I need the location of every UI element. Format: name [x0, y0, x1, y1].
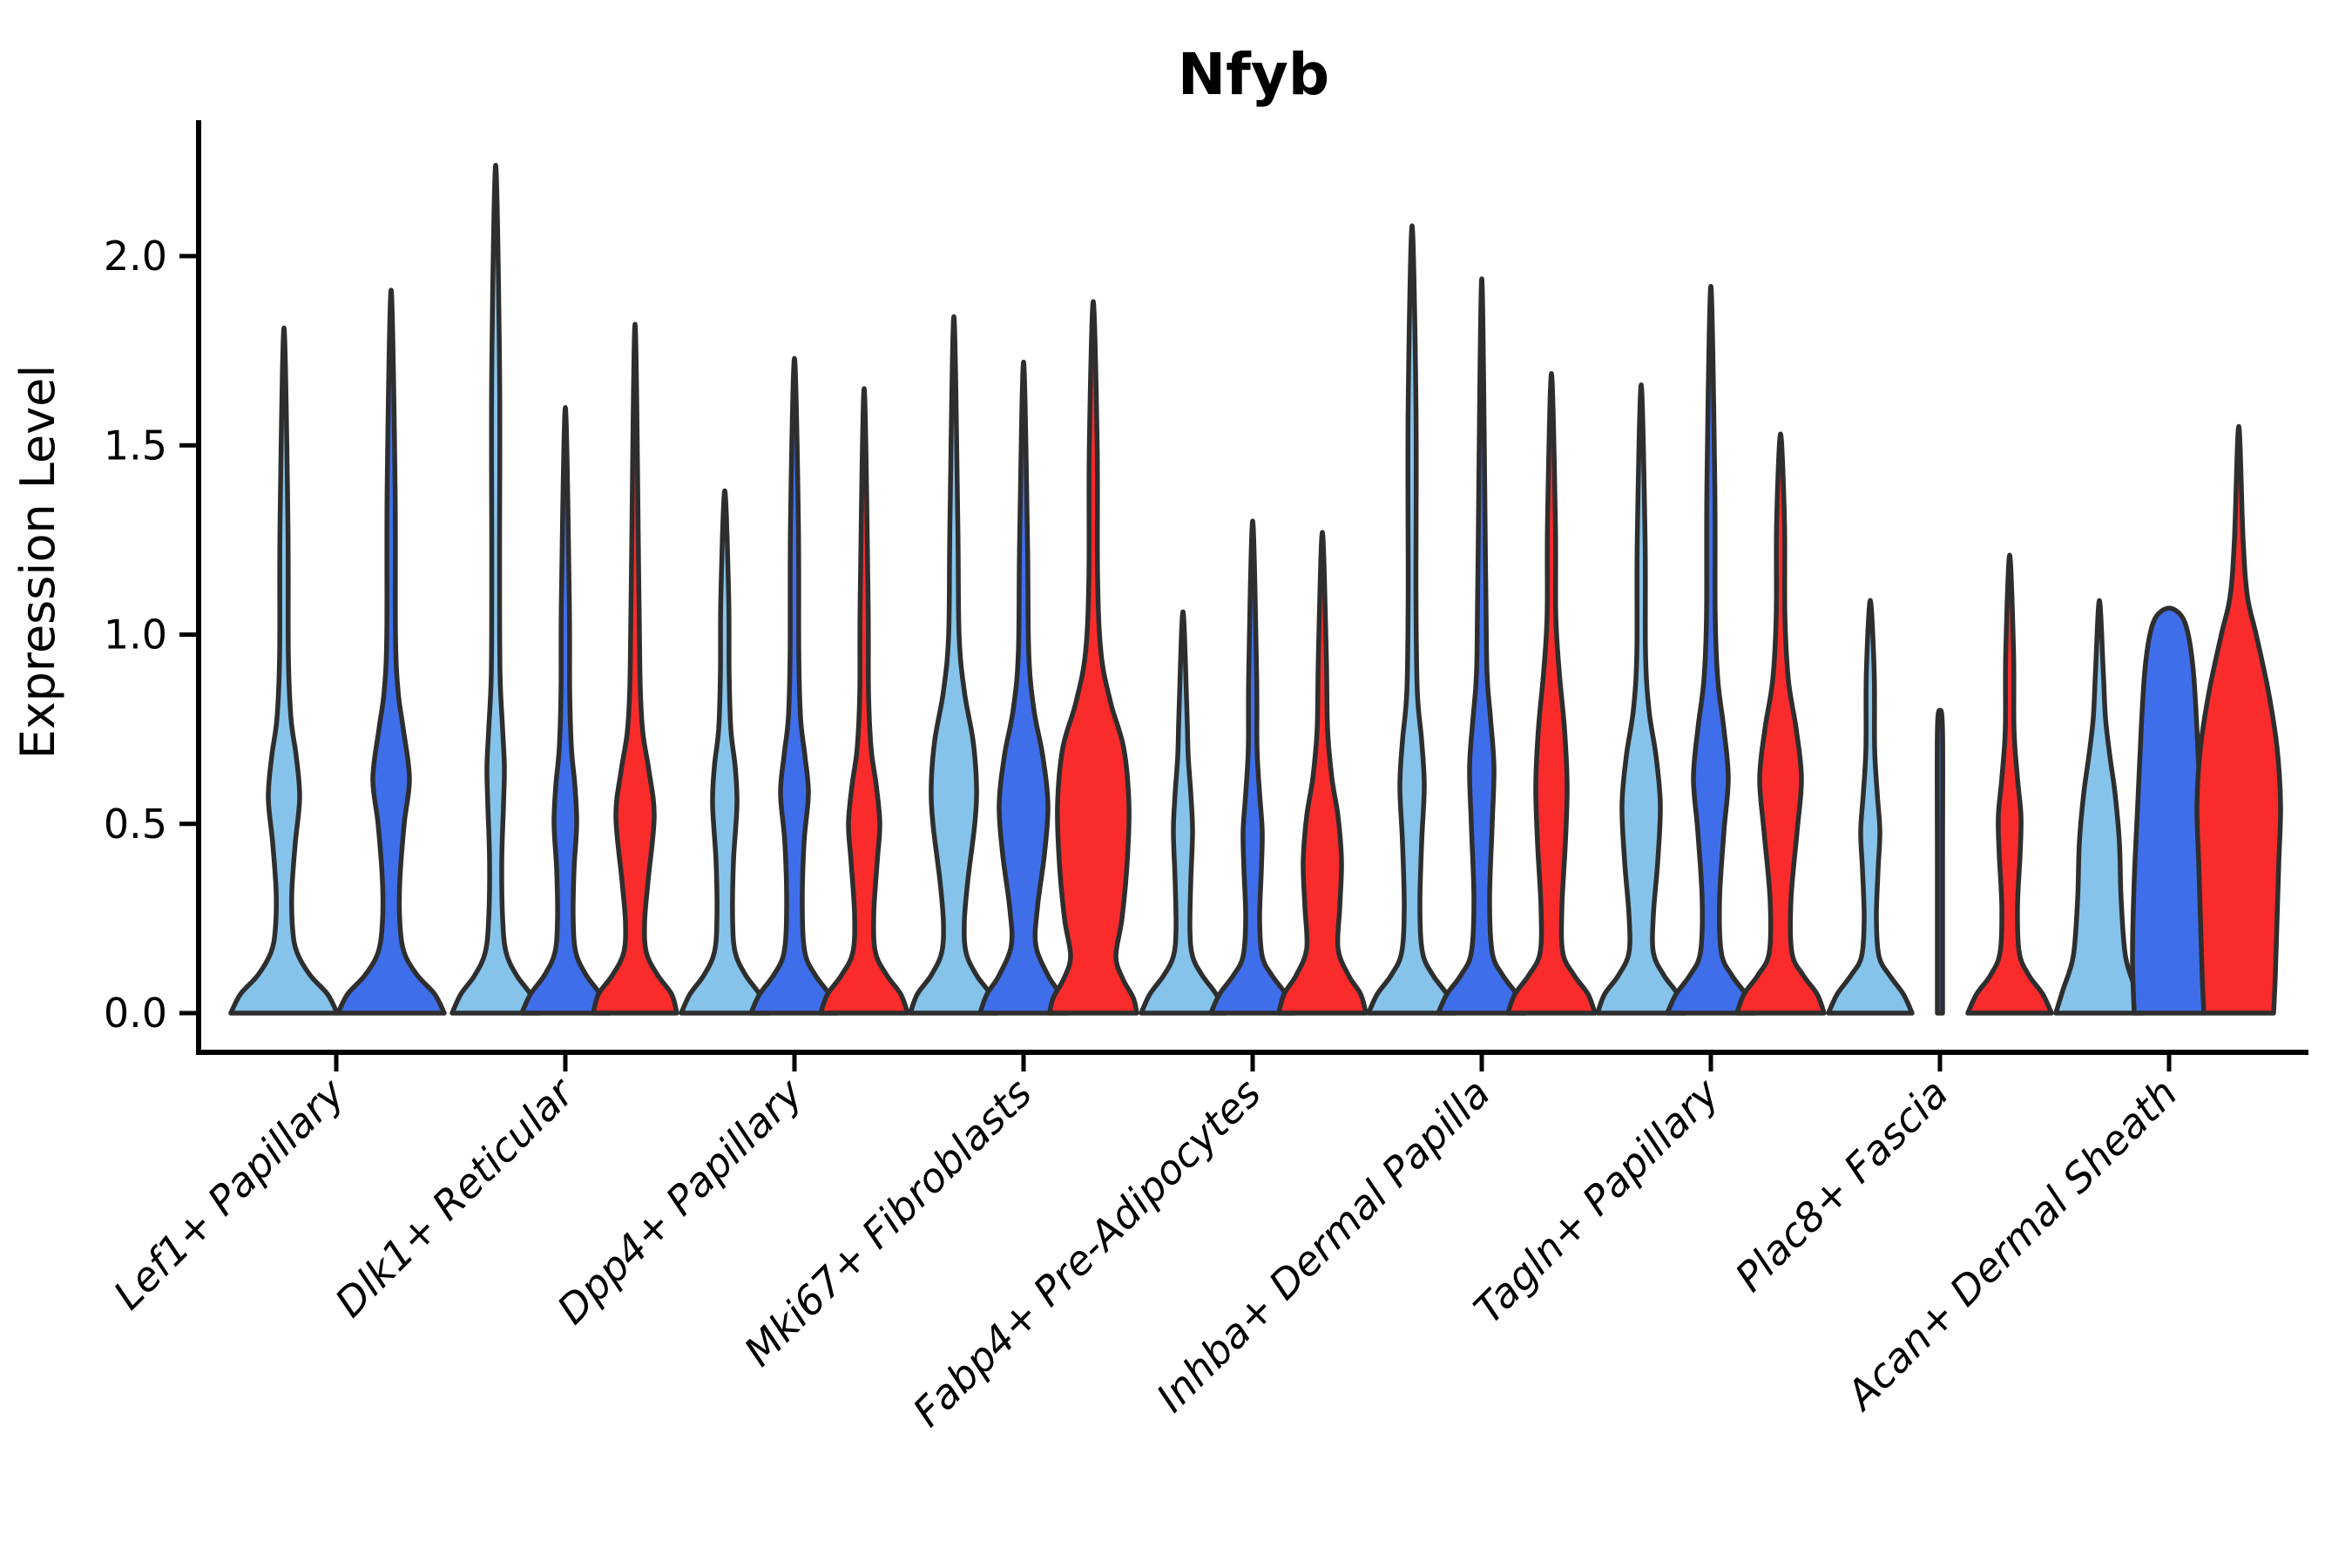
- violin-red: [1276, 530, 1369, 1016]
- x-tick-label: Plac8+ Fascia: [1726, 1070, 1957, 1301]
- x-tick-label: Lef1+ Papillary: [105, 1069, 354, 1318]
- violin-blue_light: [679, 488, 771, 1016]
- x-tick-label: Tagln+ Papillary: [1464, 1069, 1728, 1333]
- violin-blue_dark: [1665, 284, 1757, 1016]
- violin-red: [1734, 431, 1827, 1016]
- violin-blue_dark: [1208, 518, 1297, 1016]
- y-tick-label: 1.0: [104, 612, 167, 659]
- chart-title: Nfyb: [1178, 41, 1329, 108]
- violin-blue_dark: [1436, 276, 1528, 1016]
- violin-blue_dark: [1935, 707, 1945, 1016]
- violin-blue_light: [2053, 598, 2146, 1016]
- violin-blue_light: [1366, 223, 1458, 1016]
- violin-blue_dark: [335, 287, 447, 1016]
- y-tick-label: 0.0: [104, 990, 167, 1037]
- violin-blue_light: [1139, 609, 1227, 1016]
- violin-red: [818, 386, 910, 1016]
- violin-blue_light: [1826, 598, 1915, 1016]
- violin-blue_dark: [748, 355, 841, 1016]
- x-tick-label: Dlk1+ Reticular: [326, 1067, 585, 1326]
- violin-blue_dark: [977, 359, 1070, 1016]
- y-tick-label: 1.5: [104, 422, 167, 469]
- violin-blue_light: [1595, 382, 1687, 1016]
- x-tick-label: Dpp4+ Papillary: [548, 1069, 812, 1333]
- violins-layer: [228, 162, 2283, 1016]
- y-tick-label: 0.5: [104, 801, 167, 848]
- violin-blue_dark: [519, 405, 612, 1016]
- y-axis-label: Expression Level: [10, 365, 65, 760]
- violin-blue_light: [228, 325, 340, 1016]
- violin-blue_light: [449, 162, 542, 1016]
- violin-red: [1505, 370, 1598, 1016]
- violin-red: [591, 321, 679, 1016]
- violin-blue_light: [908, 314, 1000, 1016]
- violin-red: [2194, 423, 2283, 1016]
- violin-red: [1047, 299, 1139, 1016]
- y-tick-label: 2.0: [104, 233, 167, 280]
- violin-red: [1965, 552, 2054, 1016]
